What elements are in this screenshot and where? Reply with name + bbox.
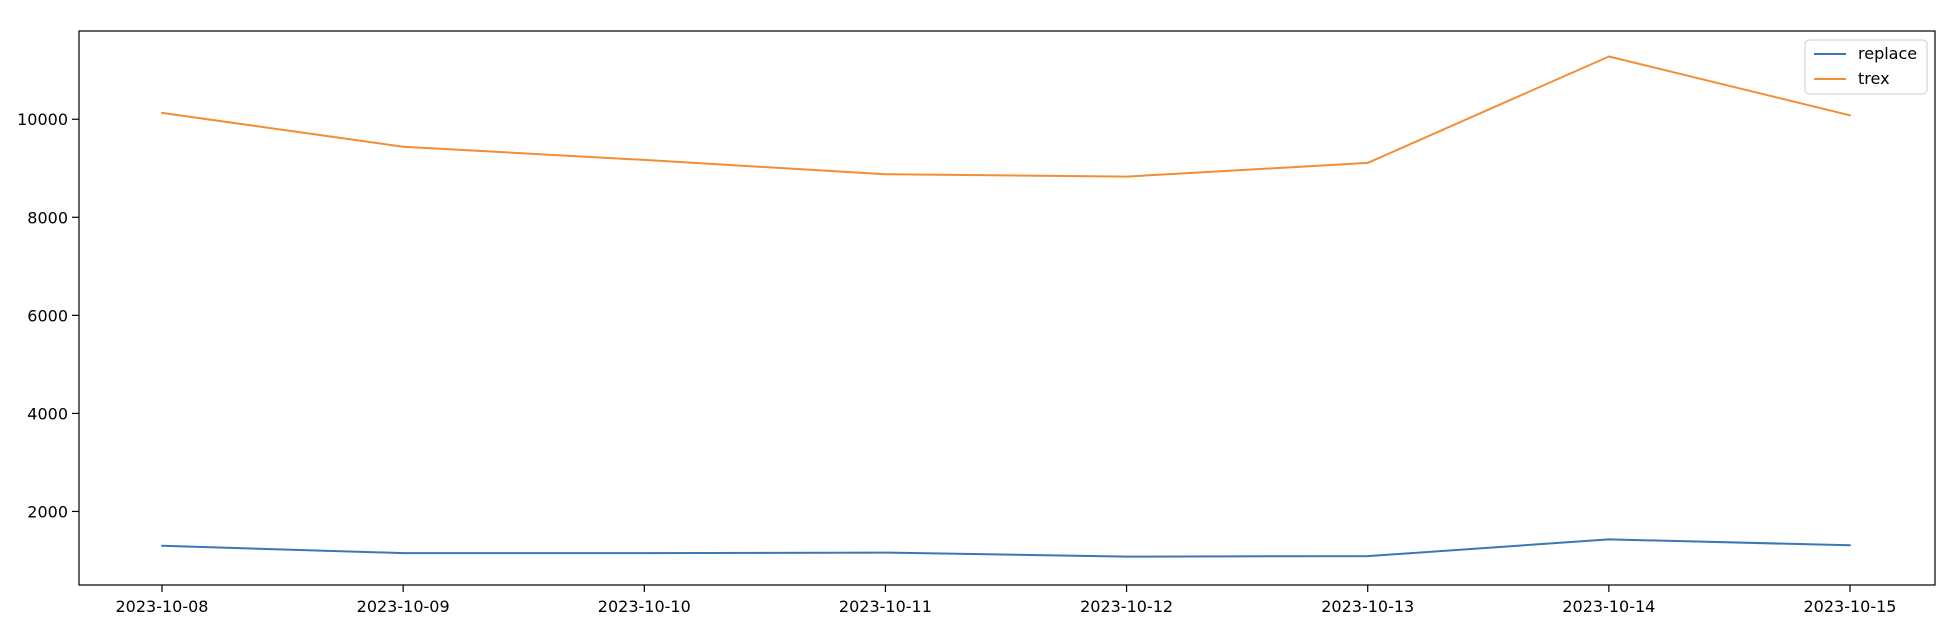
x-tick-label: 2023-10-10 [598,597,691,616]
plot-area [78,30,1936,586]
x-tick-label: 2023-10-08 [116,597,209,616]
y-tick-label: 6000 [27,306,68,325]
legend-label-replace: replace [1858,44,1917,63]
x-tick-label: 2023-10-13 [1321,597,1414,616]
x-tick-label: 2023-10-09 [357,597,450,616]
y-tick-label: 8000 [27,208,68,227]
x-tick-label: 2023-10-11 [839,597,932,616]
series-line-trex [161,55,1851,178]
plot-frame [78,30,1936,586]
x-tick-label: 2023-10-14 [1562,597,1655,616]
series-layer [161,55,1851,558]
x-tick-label: 2023-10-12 [1080,597,1173,616]
y-tick-label: 10000 [17,110,68,129]
x-axis: 2023-10-08 2023-10-09 2023-10-10 2023-10-11… [116,585,1897,616]
y-axis: 2000 4000 6000 8000 10000 [17,110,79,521]
series-line-replace [161,538,1851,558]
legend-label-trex: trex [1858,69,1890,88]
x-tick-label: 2023-10-15 [1804,597,1897,616]
y-tick-label: 4000 [27,404,68,423]
legend: replace trex [1804,39,1928,95]
y-tick-label: 2000 [27,502,68,521]
